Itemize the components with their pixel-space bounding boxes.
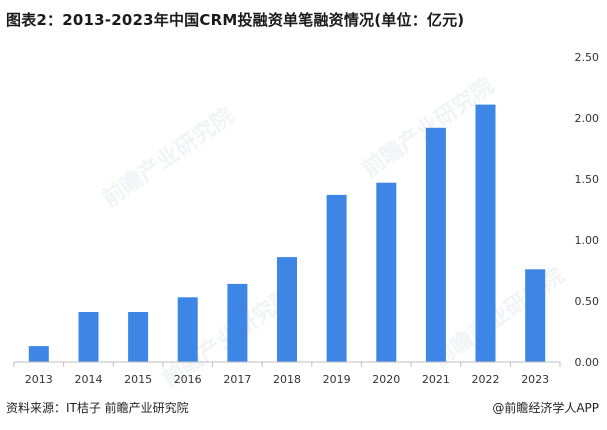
x-tick-label: 2023	[521, 373, 549, 386]
bar	[425, 127, 446, 362]
x-tick-label: 2017	[223, 373, 251, 386]
x-tick-label: 2019	[323, 373, 351, 386]
bar	[227, 283, 248, 362]
bar	[28, 346, 49, 362]
bar	[277, 257, 297, 362]
bar	[326, 194, 347, 362]
y-tick-label: 1.00	[575, 234, 600, 247]
bar	[177, 297, 198, 362]
x-tick-label: 2021	[422, 373, 450, 386]
y-tick-label: 2.00	[575, 112, 600, 125]
y-tick-label: 2.50	[575, 51, 600, 64]
source-note: 资料来源：IT桔子 前瞻产业研究院	[6, 401, 189, 415]
bar	[78, 312, 99, 362]
x-tick-label: 2020	[372, 373, 400, 386]
x-tick-label: 2016	[174, 373, 202, 386]
credit-note: @前瞻经济学人APP	[492, 401, 599, 415]
bar	[475, 104, 496, 362]
y-tick-label: 1.50	[575, 173, 600, 186]
x-tick-label: 2018	[273, 373, 301, 386]
y-tick-label: 0.50	[575, 295, 600, 308]
x-tick-label: 2015	[124, 373, 152, 386]
bar	[128, 312, 149, 362]
chart-title: 图表2：2013-2023年中国CRM投融资单笔融资情况(单位：亿元)	[6, 11, 465, 29]
bar	[376, 182, 397, 362]
y-tick-label: 0.00	[575, 356, 600, 369]
x-tick-label: 2014	[75, 373, 103, 386]
x-tick-label: 2013	[25, 373, 53, 386]
bar	[525, 269, 546, 362]
x-tick-label: 2022	[472, 373, 500, 386]
